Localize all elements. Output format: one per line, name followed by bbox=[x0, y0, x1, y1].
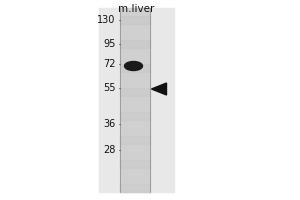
Bar bbox=[120, 160, 150, 168]
Text: 28: 28 bbox=[103, 145, 116, 155]
Bar bbox=[120, 184, 150, 192]
Bar bbox=[99, 8, 174, 192]
Bar bbox=[120, 64, 150, 72]
Text: m.liver: m.liver bbox=[118, 4, 155, 14]
Text: 130: 130 bbox=[97, 15, 116, 25]
Bar bbox=[120, 112, 150, 120]
Polygon shape bbox=[152, 83, 166, 95]
Bar bbox=[120, 136, 150, 144]
Text: 36: 36 bbox=[103, 119, 116, 129]
Bar bbox=[120, 16, 150, 24]
Bar bbox=[120, 88, 150, 96]
Bar bbox=[120, 40, 150, 48]
Ellipse shape bbox=[124, 62, 142, 71]
Bar bbox=[120, 8, 150, 192]
Text: 55: 55 bbox=[103, 83, 116, 93]
Text: 72: 72 bbox=[103, 59, 116, 69]
Text: 95: 95 bbox=[103, 39, 116, 49]
